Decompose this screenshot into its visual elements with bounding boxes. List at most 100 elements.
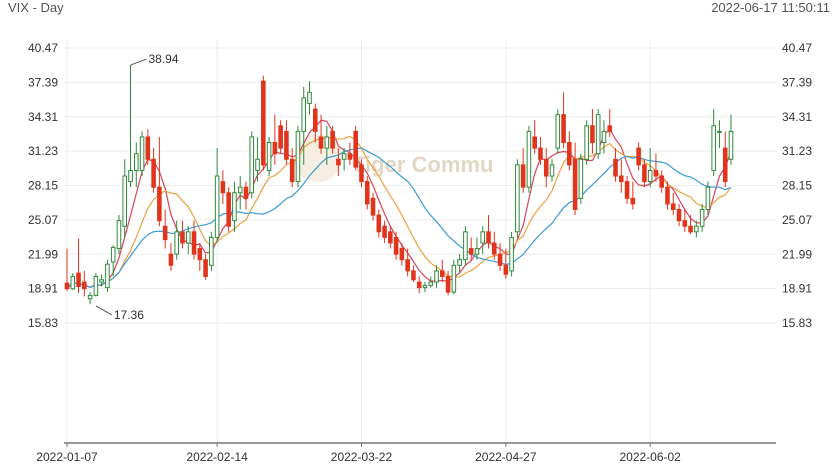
candle-body — [624, 181, 630, 199]
candle-body — [249, 136, 255, 194]
candle — [711, 109, 716, 177]
chart-timestamp: 2022-06-17 11:50:11 — [711, 0, 830, 15]
candle-body — [347, 153, 353, 160]
candle — [324, 125, 330, 165]
candle-body — [526, 130, 532, 188]
watermark-text: Tiger Commu — [352, 152, 493, 177]
y-tick-label-left: 28.15 — [28, 179, 58, 193]
candle-body — [289, 158, 295, 183]
candle-body — [220, 181, 226, 194]
candle-body — [705, 186, 711, 210]
y-tick-label-left: 40.47 — [28, 41, 58, 55]
candle-body — [595, 114, 601, 155]
candle — [353, 125, 358, 171]
candle-body — [682, 220, 688, 227]
candle-body — [480, 231, 486, 244]
candle-body — [237, 186, 243, 194]
candle — [232, 181, 237, 232]
candle — [220, 170, 226, 204]
candle-body — [87, 294, 93, 300]
candle — [185, 226, 191, 255]
candle — [694, 220, 699, 238]
candle-body — [440, 270, 445, 277]
candle — [261, 75, 266, 171]
candle-body — [318, 136, 324, 149]
candle — [388, 226, 393, 249]
candle-body — [353, 130, 358, 168]
candle-body — [555, 114, 561, 149]
candle — [728, 114, 734, 165]
candle-body — [180, 231, 185, 244]
candle — [607, 109, 613, 137]
candle — [659, 170, 665, 193]
candle — [636, 142, 641, 171]
candle-body — [584, 125, 589, 160]
candle-body — [382, 225, 387, 238]
candle — [642, 159, 647, 188]
candle-body — [601, 130, 607, 144]
candle-body — [486, 231, 491, 244]
candle-body — [336, 158, 341, 166]
candle — [428, 276, 434, 288]
candle — [151, 148, 156, 193]
candle-body — [197, 248, 203, 261]
candle-body — [272, 142, 278, 155]
candle-body — [295, 130, 301, 183]
candle — [284, 120, 289, 165]
candle-body — [567, 142, 572, 166]
candle-body — [312, 108, 318, 132]
candle — [411, 265, 416, 283]
candle — [336, 148, 341, 177]
candle — [116, 215, 122, 255]
y-tick-label-right: 21.99 — [782, 247, 812, 261]
candle — [105, 259, 110, 293]
candle — [180, 220, 185, 249]
price-annotations: 38.94 17.36 — [95, 52, 179, 322]
candle-body — [388, 231, 393, 244]
candle — [157, 136, 162, 227]
candle-body — [266, 142, 272, 171]
candle — [474, 237, 480, 260]
candle — [139, 131, 145, 177]
candle — [145, 129, 151, 165]
x-tick-label: 2022-04-27 — [475, 450, 537, 464]
candle — [451, 259, 457, 295]
candle — [572, 142, 578, 216]
y-tick-label-left: 18.91 — [28, 282, 58, 296]
candle-body — [191, 231, 197, 255]
x-tick-label: 2022-03-22 — [331, 450, 393, 464]
candle-body — [139, 136, 145, 171]
candle — [676, 203, 682, 227]
candle-body — [261, 80, 266, 166]
candle — [463, 226, 468, 266]
candle — [543, 148, 549, 188]
candle — [480, 226, 486, 255]
candle-body — [653, 169, 659, 177]
candle — [486, 215, 491, 249]
candle-body — [64, 282, 70, 290]
candle-body — [688, 225, 693, 233]
candle-body — [162, 225, 168, 241]
y-tick-label-right: 34.31 — [782, 110, 812, 124]
candle — [491, 231, 497, 260]
candle — [249, 131, 255, 199]
y-tick-label-left: 34.31 — [28, 110, 58, 124]
y-tick-label-right: 28.15 — [782, 179, 812, 193]
grid-lines — [64, 40, 776, 443]
candle — [399, 242, 405, 266]
annotation-leader — [95, 305, 113, 316]
x-tick-label: 2022-06-02 — [619, 450, 681, 464]
candle-body — [341, 153, 347, 160]
candle-body — [151, 158, 156, 188]
y-tick-label-right: 18.91 — [782, 282, 812, 296]
moving-average-lines — [66, 119, 732, 290]
candle-body — [613, 158, 618, 177]
y-tick-label-right: 15.83 — [782, 316, 812, 330]
candle — [203, 254, 208, 280]
candle-body — [711, 125, 716, 171]
candle — [422, 282, 428, 293]
candle — [468, 237, 474, 260]
candle-body — [676, 208, 682, 222]
candle-body — [463, 231, 468, 261]
